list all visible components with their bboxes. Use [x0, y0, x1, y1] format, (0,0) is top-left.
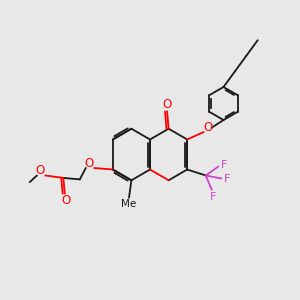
Text: O: O [204, 121, 213, 134]
Text: Me: Me [122, 199, 136, 209]
Text: O: O [84, 157, 93, 170]
Text: O: O [35, 164, 44, 178]
Text: F: F [220, 160, 227, 170]
Text: F: F [224, 173, 230, 184]
Text: O: O [62, 194, 71, 207]
Text: F: F [210, 191, 217, 202]
Text: O: O [163, 98, 172, 111]
